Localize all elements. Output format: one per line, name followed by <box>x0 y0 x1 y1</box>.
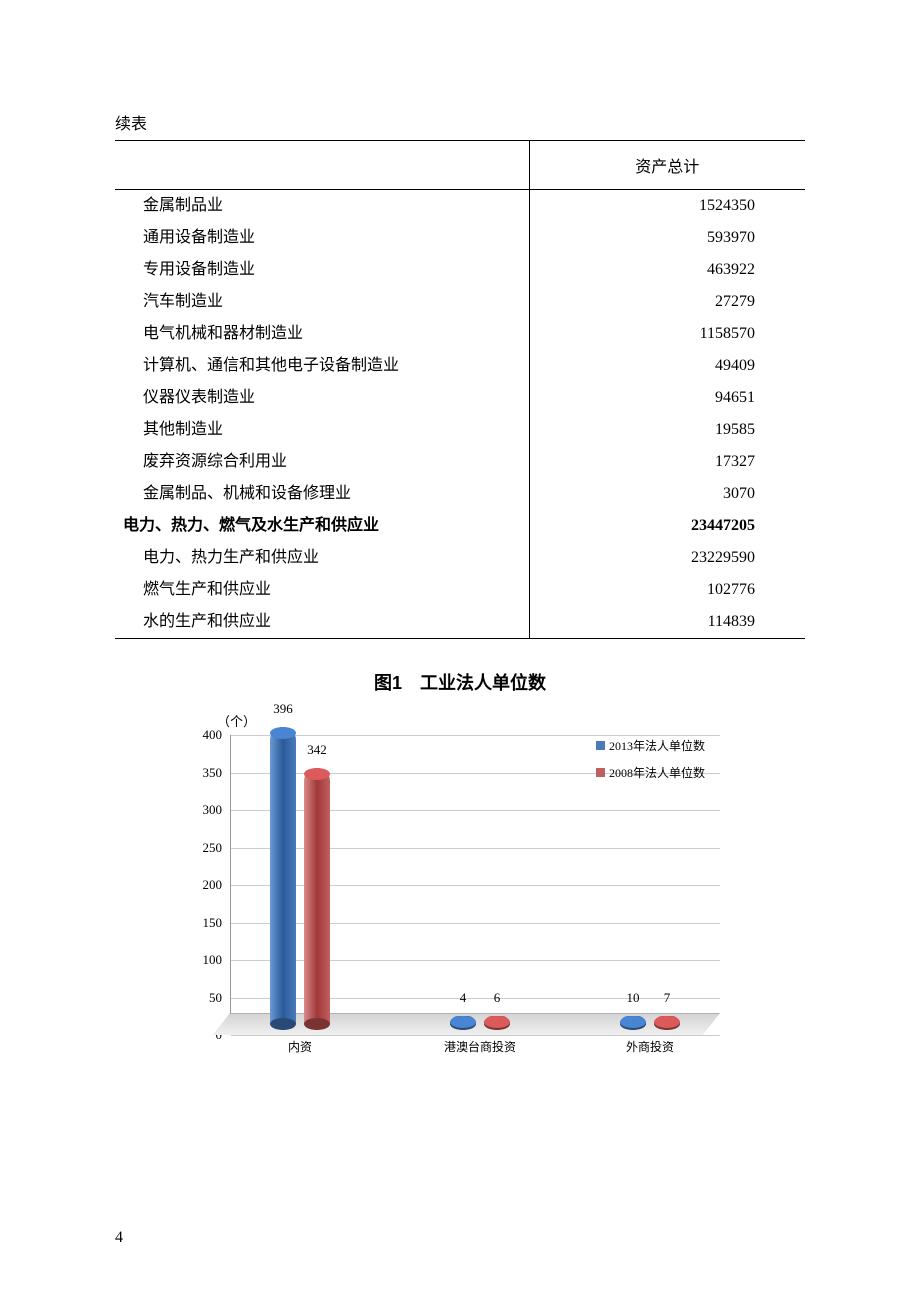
bar-value-label: 6 <box>477 990 517 1006</box>
legend-swatch <box>596 768 605 777</box>
row-name: 计算机、通信和其他电子设备制造业 <box>115 350 529 382</box>
chart-legend: 2013年法人单位数 2008年法人单位数 <box>596 737 705 791</box>
row-value: 17327 <box>529 446 805 478</box>
legend-label: 2008年法人单位数 <box>609 764 705 781</box>
row-name: 通用设备制造业 <box>115 222 529 254</box>
assets-table: 资产总计 金属制品业1524350通用设备制造业593970专用设备制造业463… <box>115 140 805 639</box>
grid-line <box>231 735 720 736</box>
row-name: 电力、热力、燃气及水生产和供应业 <box>115 510 529 542</box>
row-value: 1524350 <box>529 190 805 223</box>
table-row: 其他制造业19585 <box>115 414 805 446</box>
y-tick-label: 50 <box>190 990 222 1006</box>
row-value: 94651 <box>529 382 805 414</box>
table-header-name <box>115 141 529 190</box>
legend-item: 2008年法人单位数 <box>596 764 705 781</box>
legend-swatch <box>596 741 605 750</box>
table-row: 金属制品业1524350 <box>115 190 805 223</box>
bar <box>304 768 330 1025</box>
row-value: 19585 <box>529 414 805 446</box>
bar <box>450 1016 476 1024</box>
row-value: 23229590 <box>529 542 805 574</box>
grid-line <box>231 1035 720 1036</box>
x-axis-label: 外商投资 <box>600 1038 700 1055</box>
row-value: 3070 <box>529 478 805 510</box>
bar <box>484 1016 510 1024</box>
row-name: 燃气生产和供应业 <box>115 574 529 606</box>
table-row: 专用设备制造业463922 <box>115 254 805 286</box>
table-row: 仪器仪表制造业94651 <box>115 382 805 414</box>
row-value: 463922 <box>529 254 805 286</box>
row-name: 其他制造业 <box>115 414 529 446</box>
table-row: 水的生产和供应业114839 <box>115 606 805 639</box>
table-row: 废弃资源综合利用业17327 <box>115 446 805 478</box>
y-tick-label: 400 <box>190 727 222 743</box>
bar-chart: （个） 050100150200250300350400 39634246107… <box>175 707 735 1087</box>
table-row: 燃气生产和供应业102776 <box>115 574 805 606</box>
bar-value-label: 342 <box>297 742 337 758</box>
table-row: 通用设备制造业593970 <box>115 222 805 254</box>
table-row: 电力、热力生产和供应业23229590 <box>115 542 805 574</box>
table-row: 金属制品、机械和设备修理业3070 <box>115 478 805 510</box>
row-name: 专用设备制造业 <box>115 254 529 286</box>
table-continued-label: 续表 <box>115 110 805 134</box>
row-value: 27279 <box>529 286 805 318</box>
page-number: 4 <box>115 1229 123 1247</box>
row-name: 金属制品业 <box>115 190 529 223</box>
y-tick-label: 350 <box>190 765 222 781</box>
bar <box>620 1016 646 1024</box>
row-name: 废弃资源综合利用业 <box>115 446 529 478</box>
row-name: 水的生产和供应业 <box>115 606 529 639</box>
table-row: 汽车制造业27279 <box>115 286 805 318</box>
row-value: 23447205 <box>529 510 805 542</box>
legend-item: 2013年法人单位数 <box>596 737 705 754</box>
row-name: 金属制品、机械和设备修理业 <box>115 478 529 510</box>
bar <box>654 1016 680 1024</box>
row-name: 电力、热力生产和供应业 <box>115 542 529 574</box>
legend-label: 2013年法人单位数 <box>609 737 705 754</box>
y-tick-label: 150 <box>190 915 222 931</box>
row-value: 102776 <box>529 574 805 606</box>
x-axis-label: 内资 <box>250 1038 350 1055</box>
y-tick-label: 100 <box>190 952 222 968</box>
row-value: 1158570 <box>529 318 805 350</box>
x-axis-label: 港澳台商投资 <box>430 1038 530 1055</box>
row-value: 593970 <box>529 222 805 254</box>
y-tick-label: 300 <box>190 802 222 818</box>
chart-title: 图1 工业法人单位数 <box>115 669 805 695</box>
row-name: 电气机械和器材制造业 <box>115 318 529 350</box>
bar <box>270 727 296 1024</box>
row-value: 114839 <box>529 606 805 639</box>
table-header-value: 资产总计 <box>529 141 805 190</box>
row-name: 汽车制造业 <box>115 286 529 318</box>
row-name: 仪器仪表制造业 <box>115 382 529 414</box>
bar-value-label: 396 <box>263 701 303 717</box>
table-row: 计算机、通信和其他电子设备制造业49409 <box>115 350 805 382</box>
y-tick-label: 250 <box>190 840 222 856</box>
bar-value-label: 7 <box>647 990 687 1006</box>
table-row: 电力、热力、燃气及水生产和供应业23447205 <box>115 510 805 542</box>
y-axis-unit: （个） <box>217 711 256 730</box>
y-tick-label: 200 <box>190 877 222 893</box>
table-row: 电气机械和器材制造业1158570 <box>115 318 805 350</box>
row-value: 49409 <box>529 350 805 382</box>
